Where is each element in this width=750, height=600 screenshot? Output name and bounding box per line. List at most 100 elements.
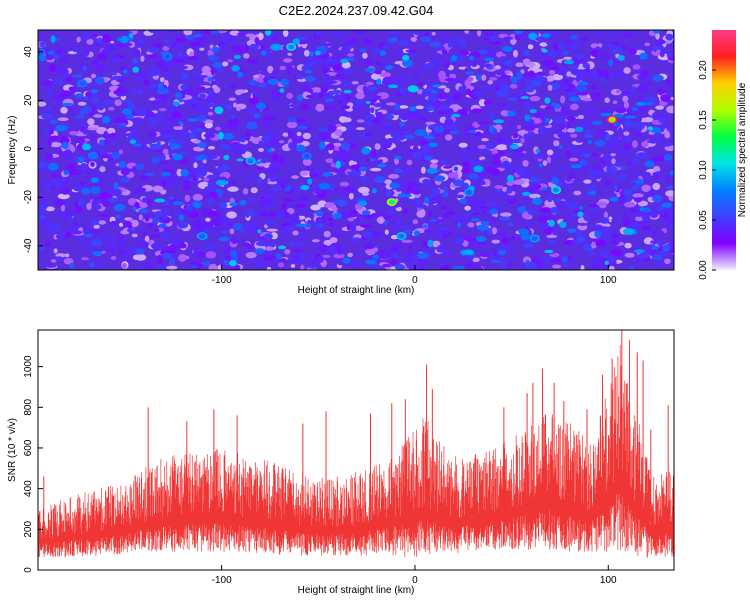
spectrogram-cell (197, 114, 207, 122)
spectrogram-cell (452, 179, 464, 187)
spectrogram-cell (471, 108, 483, 113)
spectrogram-cell (588, 204, 598, 208)
spectrogram-cell (171, 111, 182, 119)
spectrogram-cell (258, 140, 264, 147)
spectrogram-peak (80, 81, 85, 86)
spectrogram-cell (443, 129, 452, 134)
spectrogram-cell (505, 104, 511, 112)
spectrogram-cell (355, 92, 365, 100)
spectrogram-cell (652, 112, 657, 120)
spectrogram-cell (502, 61, 510, 66)
spectrogram-cell (582, 98, 593, 102)
spectrogram-cell (402, 54, 410, 61)
spectrogram-cell (600, 112, 612, 117)
spectrogram-cell (468, 173, 480, 180)
spectrogram-cell (363, 243, 375, 250)
spectrogram-cell (374, 176, 386, 184)
spectrogram-cell (594, 140, 606, 147)
spectrogram-cell (150, 144, 162, 150)
spectrogram-cell (649, 211, 659, 218)
spectrogram-cell (190, 154, 197, 160)
spectrogram-cell (445, 62, 450, 68)
spectrogram-cell (561, 256, 568, 263)
spectrogram-cell (401, 130, 410, 134)
spectrogram-cell (164, 73, 172, 78)
spectrogram-cell (177, 221, 189, 229)
spectrogram-cell (312, 169, 324, 174)
spectrogram-cell (258, 83, 267, 88)
spectrogram-cell (665, 33, 674, 41)
spectrogram-cell (38, 101, 47, 107)
spectrogram-cell (162, 134, 175, 139)
spectrogram-cell (404, 134, 415, 140)
spectrogram-cell (426, 167, 437, 174)
spectrogram-cell (228, 97, 236, 101)
spectrogram-cell (611, 218, 617, 222)
spectrogram-cell (666, 105, 674, 114)
spectrogram-cell (332, 212, 342, 220)
spectrogram-cell (237, 32, 246, 36)
spectrogram-cell (196, 105, 206, 113)
spectrogram-cell (502, 160, 511, 168)
spectrogram-cell (152, 99, 161, 106)
spectrogram-cell (56, 184, 65, 188)
spectrogram-cell (659, 50, 665, 58)
spectrogram-cell (484, 57, 495, 62)
spectrogram-cell (147, 140, 153, 145)
spectrogram-cell (462, 155, 468, 161)
spectrogram-cell (650, 127, 662, 133)
spectrogram-cell (617, 55, 625, 61)
spectrogram-cell (385, 65, 393, 70)
spectrogram-cell (385, 114, 394, 120)
spectrogram-cell (122, 262, 127, 269)
spectrogram-cell (497, 250, 507, 256)
spectrogram-cell (476, 200, 488, 207)
spectrogram-cell (210, 30, 220, 34)
spectrogram-cell (193, 248, 200, 255)
spectrogram-cell (45, 206, 55, 212)
spectrogram-cell (110, 256, 117, 260)
spectrogram-cell (576, 231, 584, 236)
spectrogram-cell (602, 154, 612, 162)
spectrogram-cell (412, 219, 418, 225)
spectrogram-cell (77, 199, 86, 207)
spectrogram-cell (426, 198, 438, 205)
spectrogram-cell (588, 170, 599, 175)
spectrogram-cell (148, 131, 157, 137)
y-tick-label: 0 (23, 146, 34, 152)
spectrogram-cell (623, 67, 631, 74)
spectrogram-cell (94, 204, 102, 210)
spectrogram-cell (658, 250, 668, 257)
spectrogram-cell (229, 180, 235, 185)
spectrogram-cell (302, 132, 312, 140)
spectrogram-cell (433, 125, 444, 134)
spectrogram-cell (95, 64, 106, 72)
spectrogram-cell (493, 153, 500, 161)
spectrogram-cell (343, 45, 354, 50)
spectrogram-cell (159, 108, 167, 112)
spectrogram-cell (337, 262, 344, 266)
spectrogram-cell (361, 130, 366, 138)
spectrogram-cell (437, 92, 448, 100)
spectrogram-cell (491, 239, 501, 244)
spectrogram-cell (82, 33, 91, 41)
spectrogram-cell (86, 245, 92, 252)
spectrogram-cell (665, 190, 674, 197)
spectrogram-cell (570, 133, 578, 138)
spectrogram-cell (178, 130, 190, 137)
spectrogram-cell (374, 143, 381, 150)
spectrogram-cell (500, 75, 512, 79)
spectrogram-cell (81, 257, 89, 261)
spectrogram-cell (499, 200, 509, 204)
spectrogram-cell (559, 121, 566, 130)
spectrogram-cell (49, 135, 59, 141)
spectrogram-cell (399, 87, 405, 96)
spectrogram-cell (595, 239, 607, 247)
spectrogram-x-ticks: -100 0 100 (212, 265, 617, 286)
spectrogram-cell (270, 184, 283, 192)
spectrogram-cell (370, 267, 380, 270)
spectrogram-cell (265, 48, 271, 57)
spectrogram-cell (299, 170, 309, 176)
spectrogram-cell (157, 258, 162, 266)
spectrogram-cell (447, 172, 459, 179)
